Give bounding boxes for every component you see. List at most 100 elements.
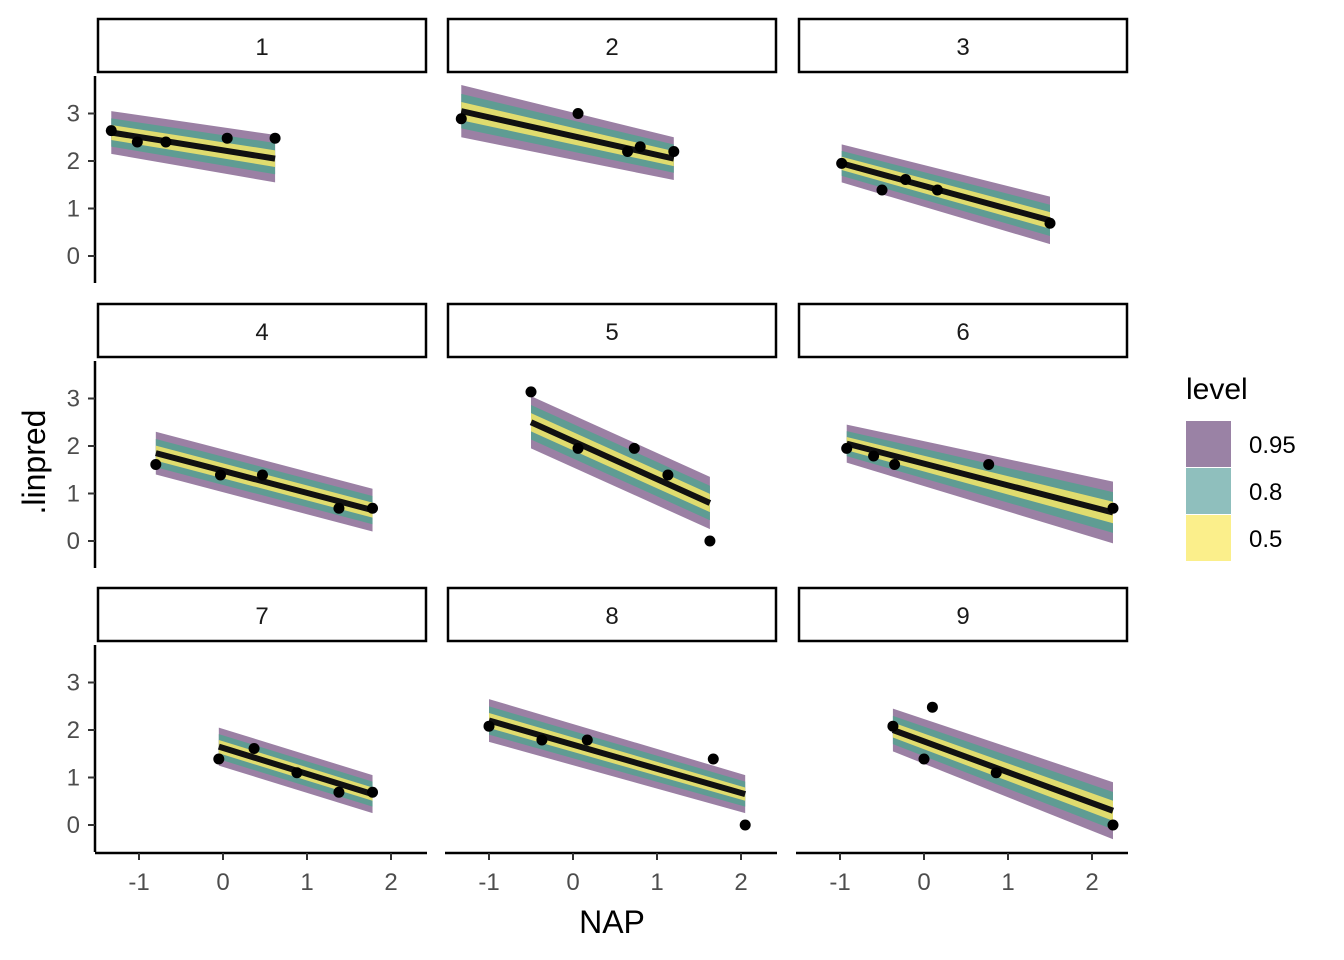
facet-panel-2: 2	[446, 17, 778, 180]
y-tick-label: 3	[67, 670, 80, 697]
data-point	[367, 502, 379, 514]
data-point	[581, 734, 593, 746]
data-point	[333, 502, 345, 514]
x-axis-title: NAP	[579, 904, 645, 940]
facet-panel-8: 8 -1 0 1 2	[445, 586, 778, 896]
data-point	[628, 442, 640, 454]
facet-panel-6: 6	[797, 302, 1129, 544]
data-point	[131, 136, 143, 148]
y-tick-label: 0	[67, 528, 80, 555]
facet-panel-7: 7 0 1 2 3 -1 0 1 2	[67, 586, 428, 896]
legend-title: level	[1186, 373, 1248, 406]
data-point	[367, 786, 379, 798]
data-point	[256, 469, 268, 481]
data-point	[704, 535, 716, 547]
legend-key-0-8	[1186, 468, 1231, 514]
y-tick-label: 0	[67, 243, 80, 270]
x-tick-label: 1	[1001, 869, 1014, 896]
facet-panel-5: 5	[446, 302, 778, 547]
facet-strip	[446, 302, 778, 359]
facet-panels: 1 0 1 2 3 2 3 4 0 1 2 3 5 6 7 0 1 2 3 -1 0 1 2 8 -1 0 1 2 9 -1 0 1 2	[67, 17, 1129, 896]
facet-strip-label: 6	[956, 319, 969, 346]
data-point	[455, 113, 467, 125]
x-tick-label: 0	[216, 869, 229, 896]
facet-strip	[96, 302, 428, 359]
data-point	[150, 459, 162, 471]
x-tick-label: -1	[829, 869, 850, 896]
y-tick-label: 2	[67, 717, 80, 744]
x-tick-label: -1	[478, 869, 499, 896]
data-point	[525, 386, 537, 398]
data-point	[868, 450, 880, 462]
data-point	[160, 136, 172, 148]
data-point	[1044, 217, 1056, 229]
data-point	[662, 469, 674, 481]
data-point	[622, 146, 634, 157]
x-tick-label: -1	[128, 869, 149, 896]
y-tick-label: 0	[67, 812, 80, 839]
fit-line	[891, 727, 1115, 814]
facet-strip-label: 4	[255, 319, 268, 346]
facet-strip-label: 7	[255, 603, 268, 630]
data-point	[221, 132, 233, 144]
data-point	[572, 108, 584, 119]
legend-key-0-5	[1186, 515, 1231, 561]
data-point	[634, 141, 646, 153]
facet-strip-label: 1	[255, 34, 268, 61]
data-point	[668, 146, 680, 157]
data-point	[918, 753, 930, 765]
x-tick-label: 1	[300, 869, 313, 896]
x-tick-label: 2	[734, 869, 747, 896]
data-point	[214, 469, 226, 481]
data-point	[876, 184, 888, 196]
facet-strip-label: 5	[605, 319, 618, 346]
y-axis-title: .linpred	[16, 410, 52, 515]
data-point	[572, 442, 584, 454]
facet-strip	[96, 17, 428, 74]
x-tick-label: 1	[650, 869, 663, 896]
data-point	[841, 442, 853, 454]
facet-panel-4: 4 0 1 2 3	[67, 302, 428, 568]
fit-line	[840, 160, 1051, 224]
data-point	[248, 743, 260, 755]
data-point	[213, 753, 225, 765]
data-point	[269, 132, 281, 144]
facet-panel-9: 9 -1 0 1 2	[796, 586, 1129, 896]
facet-strip	[797, 302, 1129, 359]
facet-strip	[96, 586, 428, 643]
facet-strip-label: 2	[605, 34, 618, 61]
data-point	[990, 767, 1002, 779]
x-tick-label: 0	[566, 869, 579, 896]
facet-strip	[446, 586, 778, 643]
data-point	[983, 459, 995, 471]
fit-line	[529, 419, 712, 506]
legend-label: 0.5	[1249, 526, 1282, 553]
data-point	[739, 819, 751, 831]
data-point	[889, 459, 901, 471]
legend: level 0.95 0.8 0.5	[1186, 373, 1296, 561]
data-point	[887, 720, 899, 732]
legend-label: 0.8	[1249, 479, 1282, 506]
x-tick-label: 0	[917, 869, 930, 896]
facet-panel-3: 3	[797, 17, 1129, 245]
data-point	[707, 753, 719, 765]
y-tick-label: 3	[67, 386, 80, 413]
data-point	[1107, 819, 1119, 831]
x-tick-label: 2	[1085, 869, 1098, 896]
facet-strip	[446, 17, 778, 74]
facet-strip	[797, 17, 1129, 74]
data-point	[926, 701, 938, 713]
fit-line	[155, 450, 374, 514]
x-tick-label: 2	[384, 869, 397, 896]
fit-line	[845, 440, 1114, 516]
data-point	[1107, 502, 1119, 514]
data-point	[291, 767, 303, 779]
y-tick-label: 1	[67, 765, 80, 792]
facet-strip	[797, 586, 1129, 643]
data-point	[836, 157, 848, 169]
y-tick-label: 2	[67, 433, 80, 460]
facet-strip-label: 3	[956, 34, 969, 61]
fit-line	[488, 717, 747, 798]
data-point	[483, 720, 495, 732]
